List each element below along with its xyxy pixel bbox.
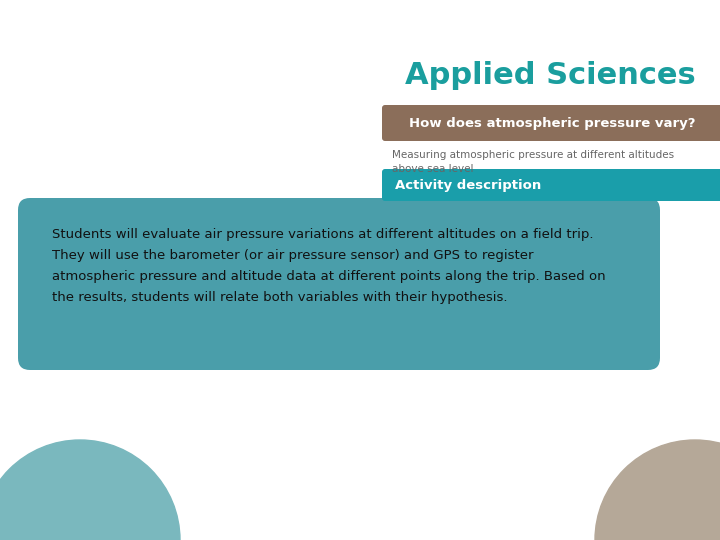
Text: Applied Sciences: Applied Sciences: [405, 60, 696, 90]
Text: Students will evaluate air pressure variations at different altitudes on a field: Students will evaluate air pressure vari…: [52, 228, 606, 304]
Text: How does atmospheric pressure vary?: How does atmospheric pressure vary?: [409, 117, 696, 130]
FancyBboxPatch shape: [18, 198, 660, 370]
Circle shape: [0, 440, 180, 540]
Text: Activity description: Activity description: [395, 179, 541, 192]
Circle shape: [595, 440, 720, 540]
Text: Measuring atmospheric pressure at different altitudes
above sea level: Measuring atmospheric pressure at differ…: [392, 150, 674, 174]
FancyBboxPatch shape: [382, 169, 720, 201]
FancyBboxPatch shape: [382, 105, 720, 141]
